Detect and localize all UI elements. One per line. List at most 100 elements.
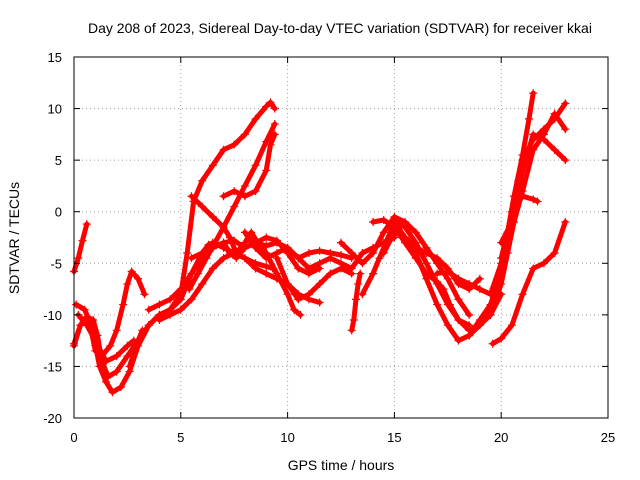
data-point [155, 316, 164, 325]
data-point [445, 300, 454, 309]
data-point [369, 269, 378, 278]
data-point [465, 321, 474, 330]
data-point [315, 298, 324, 307]
data-point [119, 300, 128, 309]
data-point [349, 316, 358, 325]
data-point [475, 321, 484, 330]
data-point [240, 181, 249, 190]
data-point [104, 372, 113, 381]
data-point [347, 326, 356, 335]
data-point [251, 243, 260, 252]
data-point [240, 254, 249, 263]
data-point [185, 285, 194, 294]
data-point [411, 254, 420, 263]
data-point [251, 114, 260, 123]
data-point [176, 285, 185, 294]
data-point [270, 130, 279, 139]
series-arc-21 [434, 90, 536, 297]
data-point [443, 274, 452, 283]
data-point [283, 279, 292, 288]
data-point [219, 223, 228, 232]
data-point [125, 362, 134, 371]
data-point [91, 336, 100, 345]
data-point [219, 145, 228, 154]
data-point [134, 336, 143, 345]
data-point [166, 295, 175, 304]
data-point [518, 192, 527, 201]
data-point [262, 233, 271, 242]
data-point [89, 316, 98, 325]
data-point [550, 109, 559, 118]
data-point [497, 279, 506, 288]
data-point [219, 254, 228, 263]
data-point [155, 300, 164, 309]
data-point [272, 269, 281, 278]
data-point [116, 383, 125, 392]
data-point [144, 305, 153, 314]
data-point [230, 140, 239, 149]
data-point [106, 341, 115, 350]
data-point [454, 336, 463, 345]
data-point [183, 248, 192, 257]
data-point [208, 161, 217, 170]
data-point [347, 269, 356, 278]
data-point [123, 352, 132, 361]
series-arc-4-markers [70, 312, 147, 381]
data-point [80, 305, 89, 314]
data-point [270, 104, 279, 113]
data-point [347, 248, 356, 257]
data-point [379, 215, 388, 224]
data-point [351, 295, 360, 304]
data-point [176, 305, 185, 314]
y-tick-label: 10 [48, 102, 62, 117]
data-point [411, 243, 420, 252]
data-point [283, 243, 292, 252]
data-point [433, 300, 442, 309]
data-point [356, 269, 365, 278]
data-point [294, 295, 303, 304]
data-point [401, 238, 410, 247]
series-arc-14 [274, 255, 355, 302]
x-tick-label: 25 [601, 430, 615, 445]
data-point [187, 269, 196, 278]
data-point [240, 228, 249, 237]
data-point [134, 274, 143, 283]
x-axis-label: GPS time / hours [288, 457, 395, 473]
data-point [326, 254, 335, 263]
data-point [465, 310, 474, 319]
data-point [208, 243, 217, 252]
data-point [102, 377, 111, 386]
data-point [82, 312, 91, 321]
data-point [550, 248, 559, 257]
data-point [497, 334, 506, 343]
series-arc-15-markers [347, 269, 365, 335]
series-arc-14-markers [272, 254, 356, 304]
data-point [251, 187, 260, 196]
data-point [102, 357, 111, 366]
data-point [454, 274, 463, 283]
data-point [529, 264, 538, 273]
data-point [219, 238, 228, 247]
data-point [488, 339, 497, 348]
data-point [262, 262, 271, 271]
data-point [270, 120, 279, 129]
series-arc-11-markers [219, 130, 279, 201]
data-point [208, 212, 217, 221]
data-point [198, 176, 207, 185]
data-point [230, 202, 239, 211]
data-point [82, 321, 91, 330]
y-tick-label: 0 [55, 205, 62, 220]
data-point [82, 220, 91, 229]
data-point [354, 279, 363, 288]
data-point [510, 202, 519, 211]
x-tick-label: 5 [177, 430, 184, 445]
data-point [112, 352, 121, 361]
data-point [187, 192, 196, 201]
chart-title: Day 208 of 2023, Sidereal Day-to-day VTE… [88, 20, 592, 36]
data-point [144, 321, 153, 330]
data-point [539, 135, 548, 144]
data-point [240, 243, 249, 252]
data-point [411, 228, 420, 237]
series-arc-12-markers [187, 233, 324, 278]
